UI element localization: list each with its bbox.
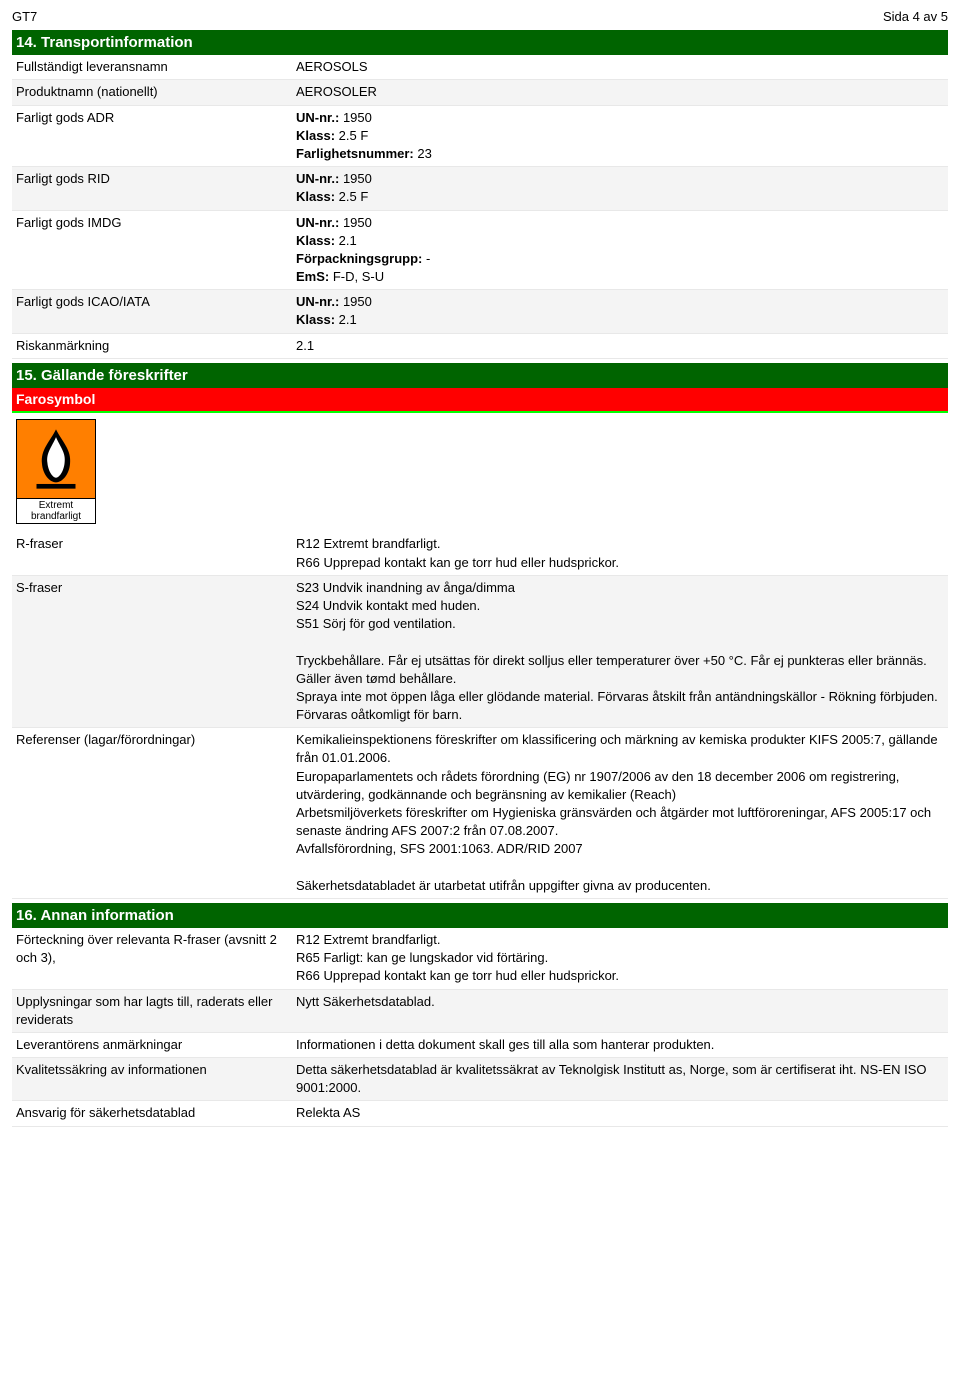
header-right: Sida 4 av 5 (883, 8, 948, 26)
transport-key: Farligt gods ICAO/IATA (12, 290, 292, 332)
transport-row: Produktnamn (nationellt)AEROSOLER (12, 80, 948, 105)
transport-key: Farligt gods RID (12, 167, 292, 209)
other-info-key: Upplysningar som har lagts till, raderat… (12, 990, 292, 1032)
section-16-body: Förteckning över relevanta R-fraser (avs… (12, 928, 948, 1127)
transport-key: Farligt gods IMDG (12, 211, 292, 290)
flame-icon (16, 419, 96, 499)
transport-row: Fullständigt leveransnamnAEROSOLS (12, 55, 948, 80)
transport-value: UN-nr.: 1950Klass: 2.1 (292, 290, 948, 332)
section-14-body: Fullständigt leveransnamnAEROSOLSProdukt… (12, 55, 948, 359)
page-header: GT7 Sida 4 av 5 (12, 8, 948, 26)
other-info-value: Relekta AS (292, 1101, 948, 1125)
section-15-body: R-fraserR12 Extremt brandfarligt. R66 Up… (12, 532, 948, 899)
transport-key: Riskanmärkning (12, 334, 292, 358)
other-info-key: Kvalitetssäkring av informationen (12, 1058, 292, 1100)
transport-value: AEROSOLS (292, 55, 948, 79)
regulation-row: Referenser (lagar/förordningar)Kemikalie… (12, 728, 948, 899)
section-15-header: 15. Gällande föreskrifter (12, 363, 948, 388)
other-info-row: Leverantörens anmärkningarInformationen … (12, 1033, 948, 1058)
hazard-symbol-label: Extremt brandfarligt (16, 499, 96, 524)
section-15-subheader: Farosymbol (12, 388, 948, 414)
regulation-value: Kemikalieinspektionens föreskrifter om k… (292, 728, 948, 898)
regulation-row: R-fraserR12 Extremt brandfarligt. R66 Up… (12, 532, 948, 575)
transport-row: Farligt gods RIDUN-nr.: 1950Klass: 2.5 F (12, 167, 948, 210)
transport-key: Fullständigt leveransnamn (12, 55, 292, 79)
regulation-key: S-fraser (12, 576, 292, 728)
regulation-value: S23 Undvik inandning av ånga/dimma S24 U… (292, 576, 948, 728)
other-info-value: Detta säkerhetsdatablad är kvalitetssäkr… (292, 1058, 948, 1100)
other-info-key: Ansvarig för säkerhetsdatablad (12, 1101, 292, 1125)
transport-value: 2.1 (292, 334, 948, 358)
transport-value: UN-nr.: 1950Klass: 2.5 FFarlighetsnummer… (292, 106, 948, 167)
other-info-key: Förteckning över relevanta R-fraser (avs… (12, 928, 292, 989)
other-info-value: R12 Extremt brandfarligt. R65 Farligt: k… (292, 928, 948, 989)
regulation-value: R12 Extremt brandfarligt. R66 Upprepad k… (292, 532, 948, 574)
transport-value: UN-nr.: 1950Klass: 2.1Förpackningsgrupp:… (292, 211, 948, 290)
transport-row: Riskanmärkning2.1 (12, 334, 948, 359)
transport-row: Farligt gods ADRUN-nr.: 1950Klass: 2.5 F… (12, 106, 948, 168)
transport-key: Produktnamn (nationellt) (12, 80, 292, 104)
regulation-row: S-fraserS23 Undvik inandning av ånga/dim… (12, 576, 948, 729)
regulation-key: Referenser (lagar/förordningar) (12, 728, 292, 898)
transport-key: Farligt gods ADR (12, 106, 292, 167)
other-info-row: Upplysningar som har lagts till, raderat… (12, 990, 948, 1033)
section-14-header: 14. Transportinformation (12, 30, 948, 55)
other-info-value: Nytt Säkerhetsdatablad. (292, 990, 948, 1032)
other-info-row: Ansvarig för säkerhetsdatabladRelekta AS (12, 1101, 948, 1126)
transport-value: AEROSOLER (292, 80, 948, 104)
other-info-key: Leverantörens anmärkningar (12, 1033, 292, 1057)
transport-row: Farligt gods IMDGUN-nr.: 1950Klass: 2.1F… (12, 211, 948, 291)
hazard-symbol: Extremt brandfarligt (16, 419, 96, 524)
header-left: GT7 (12, 8, 37, 26)
other-info-row: Kvalitetssäkring av informationenDetta s… (12, 1058, 948, 1101)
regulation-key: R-fraser (12, 532, 292, 574)
section-16-header: 16. Annan information (12, 903, 948, 928)
other-info-value: Informationen i detta dokument skall ges… (292, 1033, 948, 1057)
transport-row: Farligt gods ICAO/IATAUN-nr.: 1950Klass:… (12, 290, 948, 333)
transport-value: UN-nr.: 1950Klass: 2.5 F (292, 167, 948, 209)
other-info-row: Förteckning över relevanta R-fraser (avs… (12, 928, 948, 990)
